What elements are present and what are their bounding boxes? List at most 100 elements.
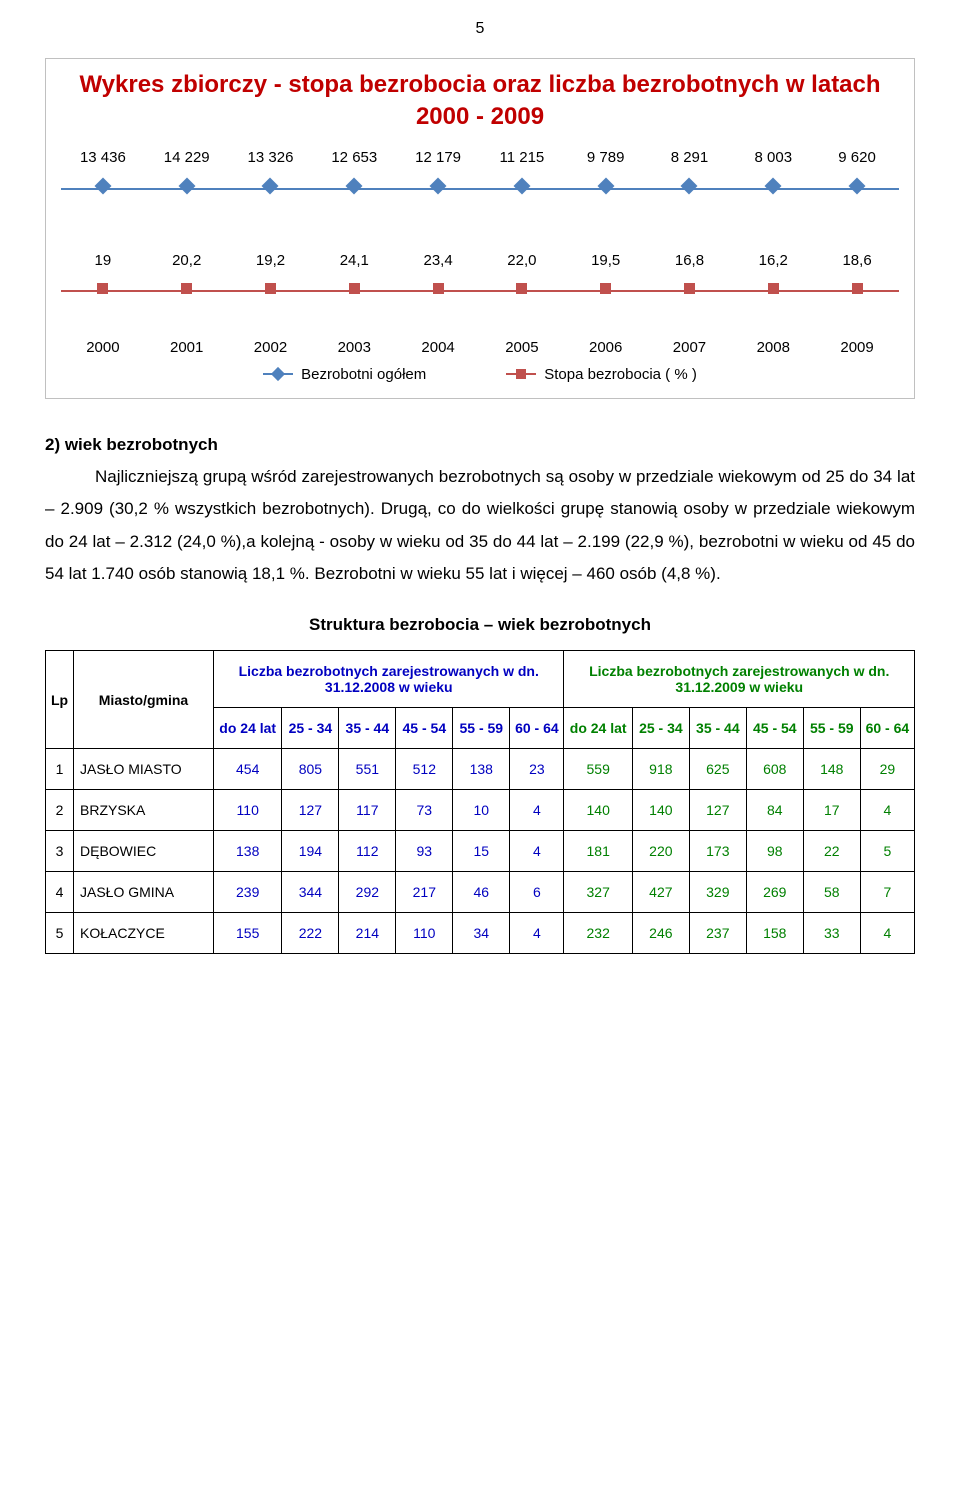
series2-marker: [61, 279, 145, 298]
series1-value: 8 003: [731, 149, 815, 166]
cell-2008: 805: [282, 749, 339, 790]
cell-2008: 194: [282, 831, 339, 872]
col-lp: Lp: [46, 651, 74, 749]
series1-marker: [312, 176, 396, 196]
series1-labels: 13 43614 22913 32612 65312 17911 2159 78…: [61, 149, 899, 166]
cell-2008: 292: [339, 872, 396, 913]
series2-value: 16,2: [731, 252, 815, 269]
series2-markers: [61, 279, 899, 298]
series2-value: 19: [61, 252, 145, 269]
sub-col: 55 - 59: [803, 708, 860, 749]
series1-value: 11 215: [480, 149, 564, 166]
series2-value: 19,5: [564, 252, 648, 269]
cell-2009: 608: [746, 749, 803, 790]
series1-marker: [61, 176, 145, 196]
legend-label-2: Stopa bezrobocia ( % ): [544, 366, 697, 383]
series2-marker: [564, 279, 648, 298]
series2-marker: [396, 279, 480, 298]
series1-value: 9 620: [815, 149, 899, 166]
series1-value: 14 229: [145, 149, 229, 166]
cell-2008: 239: [214, 872, 282, 913]
x-tick: 2006: [564, 339, 648, 356]
series2-value: 18,6: [815, 252, 899, 269]
cell-2009: 5: [860, 831, 914, 872]
cell-2008: 34: [453, 913, 510, 954]
table-row: 5KOŁACZYCE155222214110344232246237158334: [46, 913, 915, 954]
legend-label-1: Bezrobotni ogółem: [301, 366, 426, 383]
chart-title: Wykres zbiorczy - stopa bezrobocia oraz …: [61, 69, 899, 134]
sub-col: 60 - 64: [860, 708, 914, 749]
x-tick: 2002: [229, 339, 313, 356]
cell-2009: 98: [746, 831, 803, 872]
x-tick: 2001: [145, 339, 229, 356]
series1-value: 9 789: [564, 149, 648, 166]
series1-value: 12 653: [312, 149, 396, 166]
series2-labels: 1920,219,224,123,422,019,516,816,218,6: [61, 252, 899, 269]
cell-2009: 329: [689, 872, 746, 913]
table-title: Struktura bezrobocia – wiek bezrobotnych: [45, 615, 915, 635]
cell-2008: 4: [510, 831, 564, 872]
body-text-content: Najliczniejszą grupą wśród zarejestrowan…: [45, 461, 915, 590]
cell-name: BRZYSKA: [74, 790, 214, 831]
cell-lp: 5: [46, 913, 74, 954]
series1-marker: [564, 176, 648, 196]
cell-2008: 512: [396, 749, 453, 790]
cell-2009: 58: [803, 872, 860, 913]
sub-col: 35 - 44: [339, 708, 396, 749]
cell-2009: 181: [564, 831, 632, 872]
x-tick: 2000: [61, 339, 145, 356]
series2-marker: [480, 279, 564, 298]
cell-2008: 4: [510, 913, 564, 954]
series1-marker: [731, 176, 815, 196]
page-number: 5: [45, 20, 915, 38]
series1-marker: [480, 176, 564, 196]
cell-2009: 918: [632, 749, 689, 790]
series1-marker: [648, 176, 732, 196]
cell-2008: 73: [396, 790, 453, 831]
cell-2009: 232: [564, 913, 632, 954]
table-row: 1JASŁO MIASTO454805551512138235599186256…: [46, 749, 915, 790]
x-tick: 2008: [731, 339, 815, 356]
x-tick: 2009: [815, 339, 899, 356]
sub-col: do 24 lat: [564, 708, 632, 749]
cell-2009: 237: [689, 913, 746, 954]
cell-2009: 220: [632, 831, 689, 872]
series2-value: 23,4: [396, 252, 480, 269]
series1-value: 13 326: [229, 149, 313, 166]
col-group-2008: Liczba bezrobotnych zarejestrowanych w d…: [214, 651, 564, 708]
sub-col: 55 - 59: [453, 708, 510, 749]
cell-2009: 4: [860, 790, 914, 831]
cell-2009: 327: [564, 872, 632, 913]
series1-marker: [229, 176, 313, 196]
series2-value: 22,0: [480, 252, 564, 269]
cell-2008: 4: [510, 790, 564, 831]
cell-2008: 454: [214, 749, 282, 790]
cell-2008: 15: [453, 831, 510, 872]
col-group-2009: Liczba bezrobotnych zarejestrowanych w d…: [564, 651, 915, 708]
series2-value: 16,8: [648, 252, 732, 269]
cell-2009: 427: [632, 872, 689, 913]
cell-2009: 269: [746, 872, 803, 913]
cell-2008: 138: [453, 749, 510, 790]
cell-name: KOŁACZYCE: [74, 913, 214, 954]
cell-2008: 127: [282, 790, 339, 831]
cell-2009: 17: [803, 790, 860, 831]
series2-marker: [312, 279, 396, 298]
cell-lp: 2: [46, 790, 74, 831]
series2-value: 20,2: [145, 252, 229, 269]
legend-item-1: Bezrobotni ogółem: [263, 366, 426, 383]
cell-2009: 140: [632, 790, 689, 831]
series1-value: 12 179: [396, 149, 480, 166]
cell-lp: 4: [46, 872, 74, 913]
table-body: 1JASŁO MIASTO454805551512138235599186256…: [46, 749, 915, 954]
x-tick: 2005: [480, 339, 564, 356]
series2-marker: [229, 279, 313, 298]
cell-name: DĘBOWIEC: [74, 831, 214, 872]
cell-2009: 148: [803, 749, 860, 790]
series2-value: 24,1: [312, 252, 396, 269]
cell-2009: 140: [564, 790, 632, 831]
cell-2009: 173: [689, 831, 746, 872]
sub-col: 45 - 54: [746, 708, 803, 749]
cell-2008: 344: [282, 872, 339, 913]
cell-2009: 22: [803, 831, 860, 872]
